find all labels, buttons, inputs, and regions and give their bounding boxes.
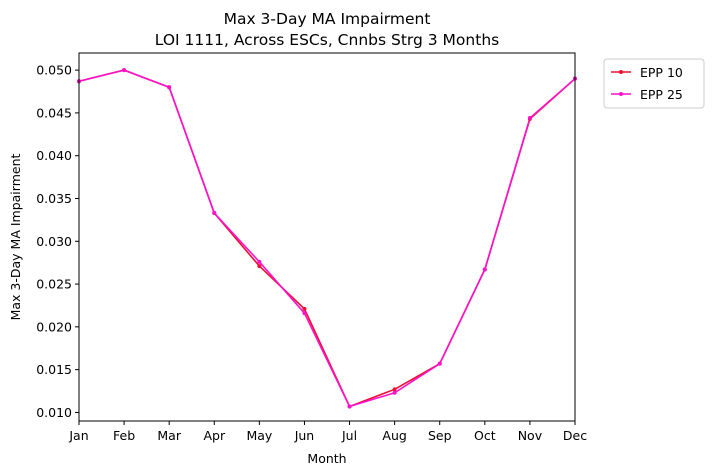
x-tick-label: Nov [518,428,543,443]
axis-ticks: Jan Feb Mar Apr May Jun Jul Aug Sep Oct Nov Dec 0.01… [36,63,587,443]
y-tick-label: 0.045 [36,105,72,120]
data-point-epp-25 [257,259,262,264]
legend-marker-epp-25 [619,92,623,96]
data-point-epp-25 [482,267,487,272]
x-tick-label: May [246,428,272,443]
data-point-epp-25 [167,85,172,90]
x-tick-label: Oct [474,428,496,443]
y-tick-label: 0.040 [36,148,72,163]
data-point-epp-25 [392,390,397,395]
data-point-epp-25 [122,68,127,73]
series-lines [78,69,576,408]
x-tick-label: Jan [68,428,88,443]
data-point-epp-10 [302,306,307,311]
data-point-epp-10 [392,387,397,392]
data-point-epp-10 [257,264,262,269]
data-point-epp-25 [527,116,532,121]
legend-label-epp-25: EPP 25 [640,87,683,102]
y-tick-label: 0.015 [36,362,72,377]
legend: EPP 10 EPP 25 [603,58,705,109]
y-tick-label: 0.030 [36,234,72,249]
y-tick-label: 0.025 [36,277,72,292]
series-line-epp-10 [78,69,576,408]
x-tick-label: Jun [294,428,315,443]
x-tick-label: Aug [382,428,406,443]
series-points [77,68,577,409]
data-point-epp-25 [347,404,352,409]
x-tick-label: Sep [428,428,452,443]
plot-frame [78,52,576,422]
y-tick-label: 0.010 [36,405,72,420]
data-point-epp-25 [302,311,307,316]
data-point-epp-25 [437,361,442,366]
y-tick-label: 0.050 [36,63,72,78]
y-tick-label: 0.020 [36,319,72,334]
series-line-epp-25 [78,69,576,408]
x-tick-label: Jul [341,428,357,443]
y-axis-label: Max 3-Day MA Impairment [8,154,23,321]
x-tick-label: Mar [157,428,181,443]
data-point-epp-25 [212,211,217,216]
x-tick-label: Feb [113,428,135,443]
legend-marker-epp-10 [619,70,623,74]
y-tick-label: 0.035 [36,191,72,206]
legend-label-epp-10: EPP 10 [640,65,683,80]
x-axis-label: Month [307,451,346,466]
x-tick-label: Apr [203,428,225,443]
chart-title: Max 3-Day MA Impairment [224,10,431,28]
chart-subtitle: LOI 1111, Across ESCs, Cnnbs Strg 3 Mont… [155,31,499,49]
x-tick-label: Dec [563,428,587,443]
